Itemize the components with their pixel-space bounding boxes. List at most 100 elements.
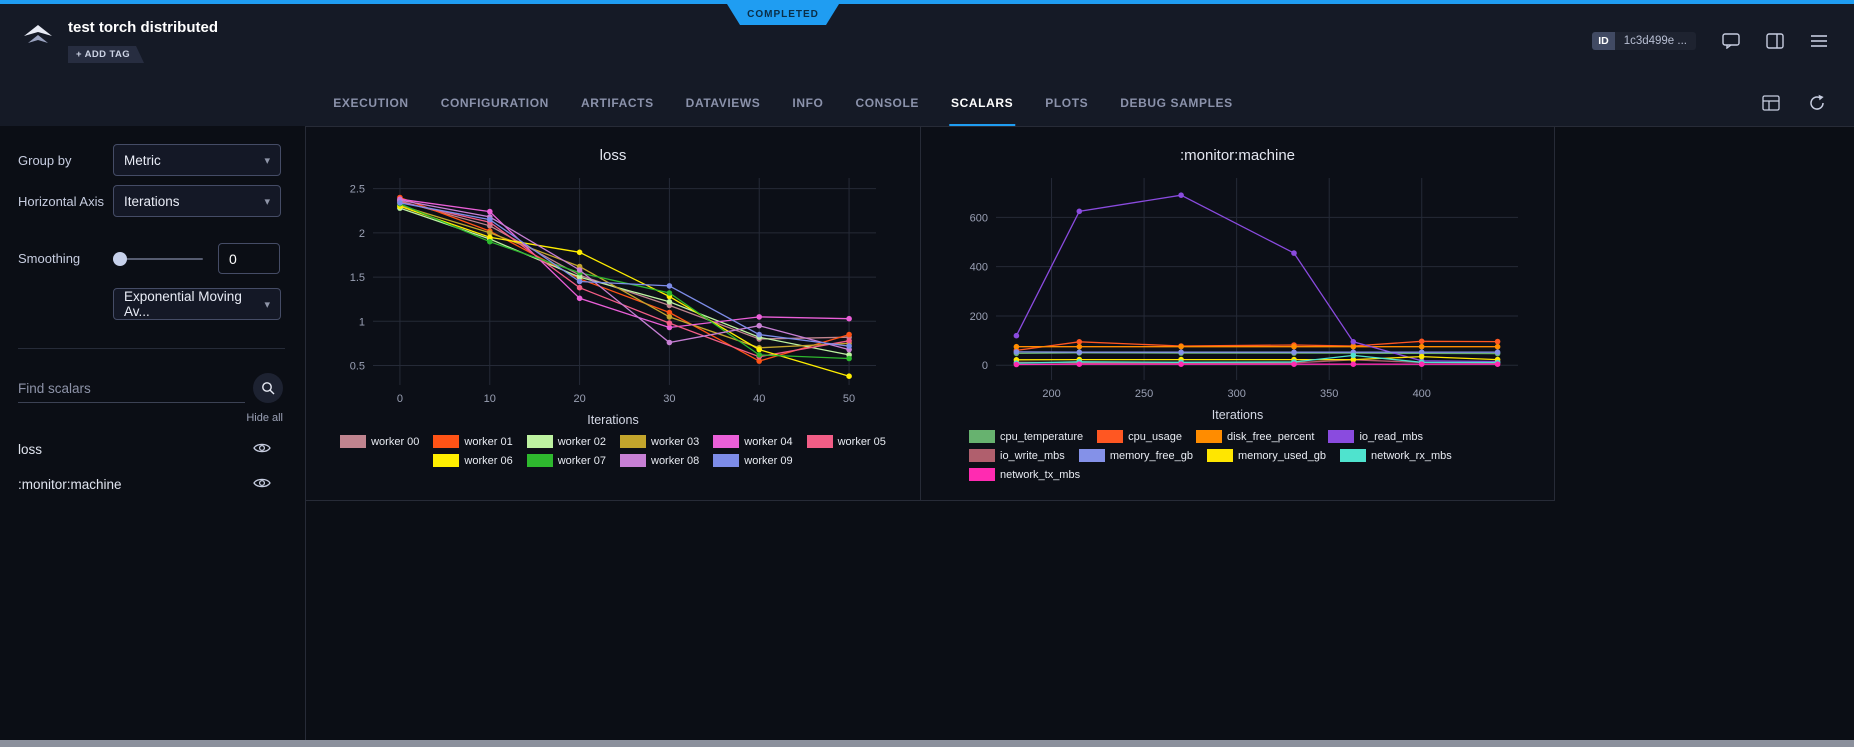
legend-item[interactable]: cpu_temperature [969, 430, 1083, 443]
legend-swatch [340, 435, 367, 448]
legend-item[interactable]: worker 03 [620, 435, 699, 448]
smoothing-slider[interactable] [113, 251, 203, 266]
metrics-table-icon[interactable] [1762, 95, 1780, 111]
smoothing-label: Smoothing [18, 251, 81, 266]
svg-text:1.5: 1.5 [349, 272, 364, 284]
add-tag-button[interactable]: + ADD TAG [68, 46, 144, 63]
horizontal-axis-dropdown[interactable]: Iterations ▾ [113, 185, 281, 217]
scalar-list-item[interactable]: loss [18, 432, 283, 467]
tab-info[interactable]: INFO [792, 96, 824, 110]
svg-text:250: 250 [1134, 388, 1152, 400]
tab-dataviews[interactable]: DATAVIEWS [685, 96, 761, 110]
slider-handle[interactable] [113, 251, 127, 266]
svg-text:200: 200 [1042, 388, 1060, 400]
legend-item[interactable]: cpu_usage [1097, 430, 1182, 443]
legend-item[interactable]: worker 05 [806, 435, 886, 448]
scalar-list-item[interactable]: :monitor:machine [18, 467, 283, 502]
svg-text:10: 10 [483, 393, 495, 405]
scalars-sidebar: Group by Metric ▾ Horizontal Axis Iterat… [0, 126, 305, 747]
svg-text:30: 30 [663, 393, 675, 405]
x-axis-label: Iterations [1211, 408, 1264, 422]
tab-bar-tabs: EXECUTION CONFIGURATION ARTIFACTS DATAVIEWS… [331, 80, 1234, 126]
status-badge: COMPLETED [727, 4, 839, 25]
legend-item[interactable]: memory_used_gb [1206, 449, 1327, 462]
horizontal-axis-label: Horizontal Axis [18, 193, 104, 209]
legend-swatch [969, 430, 995, 443]
side-panel-icon[interactable] [1766, 33, 1784, 49]
legend-swatch [969, 449, 995, 462]
legend-item[interactable]: network_tx_mbs [969, 468, 1080, 481]
legend-swatch [526, 435, 553, 448]
legend-item[interactable]: worker 01 [433, 435, 513, 448]
slider-track[interactable] [113, 257, 203, 260]
tab-console[interactable]: CONSOLE [855, 96, 920, 110]
legend-swatch [526, 454, 553, 467]
legend-label: disk_free_percent [1227, 430, 1315, 443]
tab-debug-samples[interactable]: DEBUG SAMPLES [1120, 96, 1233, 110]
smoothing-type-dropdown[interactable]: Exponential Moving Av... ▾ [113, 288, 281, 320]
chevron-down-icon: ▾ [264, 298, 270, 311]
id-value[interactable]: 1c3d499e ... [1614, 32, 1696, 50]
legend-item[interactable]: network_rx_mbs [1340, 449, 1452, 462]
tab-execution[interactable]: EXECUTION [333, 96, 409, 110]
svg-text:0.5: 0.5 [349, 361, 364, 373]
legend-swatch [1097, 430, 1124, 443]
top-accent-strip [0, 0, 1854, 4]
legend-item[interactable]: worker 08 [620, 454, 699, 467]
hide-all-link[interactable]: Hide all [246, 412, 283, 424]
smoothing-value-input[interactable] [218, 243, 280, 274]
legend-label: worker 09 [744, 454, 793, 467]
legend-item[interactable]: memory_free_gb [1078, 449, 1193, 462]
menu-icon[interactable] [1810, 34, 1828, 48]
sidebar-divider [18, 348, 285, 349]
visibility-toggle[interactable] [253, 442, 271, 457]
svg-text:400: 400 [969, 262, 987, 274]
legend-label: memory_used_gb [1237, 449, 1327, 462]
group-by-dropdown[interactable]: Metric ▾ [113, 144, 281, 176]
svg-text:2.5: 2.5 [349, 184, 364, 196]
legend-label: io_write_mbs [1000, 449, 1065, 462]
legend-swatch [1078, 449, 1105, 462]
search-button[interactable] [253, 373, 283, 403]
legend-item[interactable]: worker 06 [433, 454, 513, 467]
legend-label: worker 08 [651, 454, 700, 467]
horizontal-scrollbar[interactable] [0, 740, 1854, 747]
legend-label: worker 02 [557, 435, 606, 448]
x-axis-label: Iterations [587, 413, 639, 427]
feedback-icon[interactable] [1722, 33, 1740, 49]
find-scalars-input[interactable] [18, 375, 245, 403]
legend-item[interactable]: io_read_mbs [1328, 430, 1423, 443]
legend-label: worker 03 [651, 435, 700, 448]
legend-item[interactable]: io_write_mbs [969, 449, 1065, 462]
monitor-machine-chart[interactable]: 200 250 300 350 400 0 200 400 600 [938, 168, 1538, 408]
legend-item[interactable]: worker 02 [526, 435, 606, 448]
legend-swatch [806, 435, 833, 448]
svg-text:50: 50 [842, 393, 854, 405]
legend-item[interactable]: disk_free_percent [1196, 430, 1314, 443]
legend-item[interactable]: worker 04 [713, 435, 793, 448]
visibility-toggle[interactable] [253, 477, 271, 492]
loss-chart[interactable]: 0 10 20 30 40 50 0.5 1 1.5 2 2.5 [321, 168, 906, 413]
scalar-label: loss [18, 442, 43, 457]
legend-swatch [713, 454, 740, 467]
refresh-icon[interactable] [1808, 94, 1826, 112]
legend-label: network_rx_mbs [1371, 449, 1452, 462]
experiment-title[interactable]: test torch distributed [68, 19, 219, 36]
legend-item[interactable]: worker 00 [340, 435, 419, 448]
tab-artifacts[interactable]: ARTIFACTS [580, 96, 654, 110]
smoothing-type-value: Exponential Moving Av... [124, 289, 242, 319]
legend-swatch [969, 468, 995, 481]
tab-plots[interactable]: PLOTS [1045, 96, 1089, 110]
svg-text:200: 200 [969, 311, 987, 323]
eye-icon [253, 478, 271, 488]
tab-scalars[interactable]: SCALARS [949, 80, 1016, 126]
legend-swatch [433, 435, 460, 448]
eye-icon [253, 443, 271, 453]
tab-configuration[interactable]: CONFIGURATION [440, 96, 549, 110]
legend-item[interactable]: worker 09 [713, 454, 793, 467]
group-by-value: Metric [124, 152, 161, 168]
scalars-view: Group by Metric ▾ Horizontal Axis Iterat… [0, 126, 1854, 747]
svg-text:350: 350 [1320, 388, 1338, 400]
legend-swatch [1206, 449, 1233, 462]
legend-item[interactable]: worker 07 [526, 454, 606, 467]
